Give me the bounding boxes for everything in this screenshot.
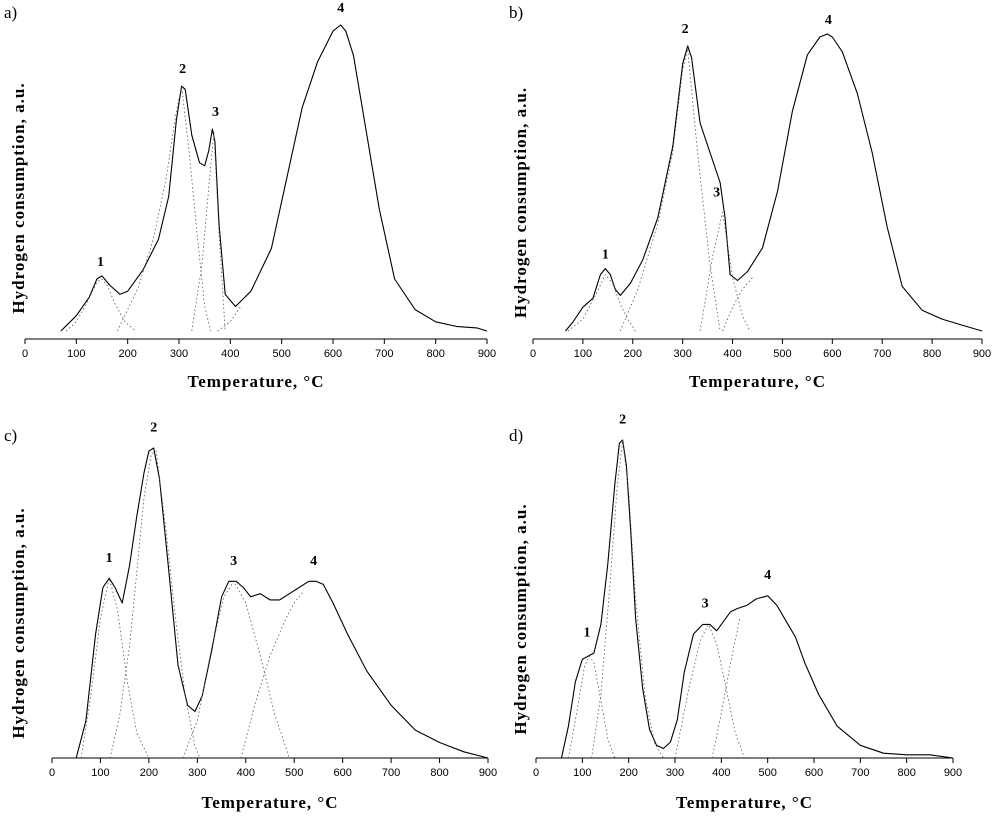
peak-label-4: 4: [825, 13, 832, 28]
peak-label-2: 2: [682, 22, 689, 37]
x-tick-label: 500: [773, 348, 791, 360]
y-axis-title: Hydrogen consumption, a.u.: [511, 87, 530, 318]
peak-label-4: 4: [337, 1, 344, 16]
x-tick-label: 400: [221, 348, 239, 360]
panel-label: a): [4, 3, 17, 22]
deconvolution-peak-3-curve: [182, 580, 290, 759]
deconvolution-peak-4-curve: [240, 590, 305, 759]
deconvolution-peak-1-curve: [568, 655, 616, 759]
deconvolution-peak-2-curve: [109, 450, 201, 759]
x-tick-label: 100: [91, 767, 109, 779]
x-tick-label: 900: [479, 767, 497, 779]
y-axis-title: Hydrogen consumption, a.u.: [9, 82, 28, 313]
x-tick-label: 600: [805, 767, 823, 779]
x-axis-title: Temperature, °C: [201, 793, 338, 812]
x-tick-label: 200: [624, 348, 642, 360]
x-tick-label: 0: [533, 767, 539, 779]
x-tick-label: 300: [170, 348, 188, 360]
y-axis-title: Hydrogen consumption, a.u.: [511, 503, 530, 734]
x-tick-label: 700: [873, 348, 891, 360]
x-tick-label: 500: [272, 348, 290, 360]
peak-label-2: 2: [619, 412, 626, 427]
peak-label-3: 3: [702, 597, 709, 612]
x-tick-label: 200: [619, 767, 637, 779]
x-tick-label: 0: [530, 348, 536, 360]
x-tick-label: 500: [758, 767, 776, 779]
x-tick-label: 800: [923, 348, 941, 360]
panel-label: d): [509, 426, 523, 445]
x-tick-label: 300: [188, 767, 206, 779]
deconvolution-peak-2-curve: [619, 48, 721, 332]
panel-c: c) 0 100 200 300 400 500 600 700 800 900 Temperatur…: [4, 421, 497, 812]
panel-label: b): [509, 3, 523, 22]
x-tick-label: 100: [574, 348, 592, 360]
deconvolution-peak-3-curve: [191, 131, 226, 332]
deconvolution-peak-4-curve: [722, 277, 753, 332]
deconvolution-peak-3-curve: [674, 624, 745, 759]
peak-label-2: 2: [179, 62, 186, 77]
peak-label-1: 1: [106, 551, 113, 566]
panel-b: b) 0 100 200 300 400 500 600 700 800 900 Temperatur…: [509, 3, 991, 391]
x-tick-label: 200: [140, 767, 158, 779]
deconvolution-peak-1-curve: [567, 274, 636, 332]
panel-a: a) 0 100 200 300 400 500 600 700 800 900 Temperatur…: [4, 1, 496, 391]
tpr-profile-curve: [60, 24, 488, 332]
x-tick-label: 0: [49, 767, 55, 779]
x-tick-label: 600: [823, 348, 841, 360]
x-tick-label: 800: [426, 348, 444, 360]
peak-label-1: 1: [583, 625, 590, 640]
x-tick-label: 800: [897, 767, 915, 779]
peak-label-3: 3: [230, 554, 237, 569]
y-axis-title: Hydrogen consumption, a.u.: [9, 507, 28, 738]
peak-label-1: 1: [602, 248, 609, 263]
x-tick-label: 700: [375, 348, 393, 360]
x-tick-label: 900: [478, 348, 496, 360]
peak-label-1: 1: [97, 255, 104, 270]
peak-label-2: 2: [150, 421, 157, 436]
x-tick-label: 300: [673, 348, 691, 360]
x-tick-label: 300: [666, 767, 684, 779]
x-tick-label: 400: [723, 348, 741, 360]
x-tick-label: 900: [944, 767, 962, 779]
x-tick-label: 0: [22, 348, 28, 360]
peak-label-3: 3: [212, 105, 219, 120]
x-tick-label: 400: [712, 767, 730, 779]
x-tick-label: 400: [237, 767, 255, 779]
deconvolution-peak-4-curve: [217, 306, 241, 332]
peak-label-4: 4: [310, 554, 317, 569]
x-tick-label: 200: [118, 348, 136, 360]
tpr-profile-curve: [75, 447, 489, 759]
panel-label: c): [4, 426, 17, 445]
peak-label-4: 4: [764, 568, 771, 583]
deconvolution-peak-2-curve: [591, 439, 664, 759]
x-axis-title: Temperature, °C: [187, 372, 324, 391]
deconvolution-peak-1-curve: [65, 278, 136, 332]
x-tick-label: 600: [324, 348, 342, 360]
x-axis-title: Temperature, °C: [689, 372, 826, 391]
x-tick-label: 100: [67, 348, 85, 360]
x-tick-label: 800: [430, 767, 448, 779]
x-tick-label: 500: [285, 767, 303, 779]
x-tick-label: 900: [973, 348, 991, 360]
peak-label-3: 3: [713, 185, 720, 200]
x-tick-label: 700: [382, 767, 400, 779]
x-tick-label: 600: [333, 767, 351, 779]
panel-d: d) 0 100 200 300 400 500 600 700 800 900 Temperatur…: [509, 412, 962, 812]
x-tick-label: 700: [851, 767, 869, 779]
x-axis-title: Temperature, °C: [676, 793, 813, 812]
tpr-profile-curve: [564, 33, 983, 332]
tpr-profile-curve: [560, 439, 954, 759]
deconvolution-peak-2-curve: [117, 85, 212, 332]
deconvolution-peak-3-curve: [699, 211, 751, 332]
x-tick-label: 100: [573, 767, 591, 779]
